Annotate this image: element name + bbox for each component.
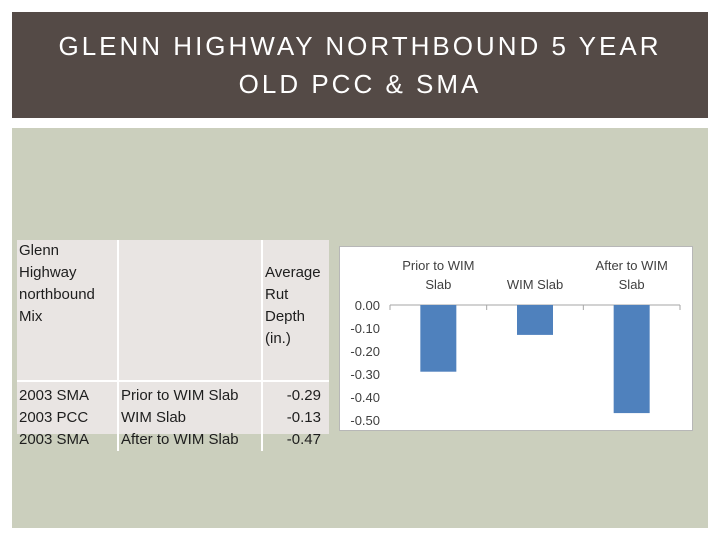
cell-rut: -0.47	[261, 429, 329, 451]
bar-3	[613, 305, 650, 414]
bar-1	[420, 305, 457, 372]
slide-title-bar: GLENN HIGHWAY NORTHBOUND 5 YEAR OLD PCC …	[12, 12, 708, 118]
y-tick-label: -0.10	[350, 321, 380, 336]
y-tick-label: 0.00	[355, 298, 380, 313]
y-tick-label: -0.50	[350, 413, 380, 428]
table-row: 2003 SMA Prior to WIM Slab -0.29	[17, 381, 329, 407]
slide-title: GLENN HIGHWAY NORTHBOUND 5 YEAR OLD PCC …	[58, 31, 662, 99]
cell-location: After to WIM Slab	[117, 429, 262, 451]
y-tick-label: -0.30	[350, 367, 380, 382]
y-tick-label: -0.20	[350, 344, 380, 359]
table-header-row: Glenn Highway northbound Mix Average Rut…	[17, 240, 329, 382]
x-category-label: After to WIM	[596, 258, 668, 273]
cell-mix: 2003 SMA	[19, 431, 90, 448]
header-rut-depth: Average Rut Depth (in.)	[261, 240, 329, 382]
cell-rut: -0.29	[261, 381, 329, 407]
table-row: 2003 SMA After to WIM Slab -0.47	[17, 429, 329, 451]
header-location	[117, 240, 262, 382]
data-table: Glenn Highway northbound Mix Average Rut…	[17, 240, 329, 451]
rut-depth-table: Glenn Highway northbound Mix Average Rut…	[17, 240, 329, 451]
cell-mix: 2003 SMA	[19, 387, 90, 404]
x-category-label: WIM Slab	[507, 277, 563, 292]
chart-svg: 0.00 -0.10 -0.20 -0.30 -0.40 -0.50 Prior to WI…	[350, 258, 681, 428]
x-category-label: Slab	[619, 277, 645, 292]
y-tick-label: -0.40	[350, 390, 380, 405]
cell-location: WIM Slab	[117, 407, 262, 429]
cell-rut: -0.13	[261, 407, 329, 429]
bar-2	[517, 305, 553, 335]
cell-mix: 2003 PCC	[19, 409, 89, 426]
table-row: 2003 PCC WIM Slab -0.13	[17, 407, 329, 429]
cell-location: Prior to WIM Slab	[117, 381, 262, 407]
x-category-label: Prior to WIM	[402, 258, 474, 273]
header-mix: Glenn Highway northbound Mix	[17, 240, 118, 382]
x-category-label: Slab	[425, 277, 451, 292]
rut-depth-chart: 0.00 -0.10 -0.20 -0.30 -0.40 -0.50 Prior to WI…	[339, 246, 693, 431]
